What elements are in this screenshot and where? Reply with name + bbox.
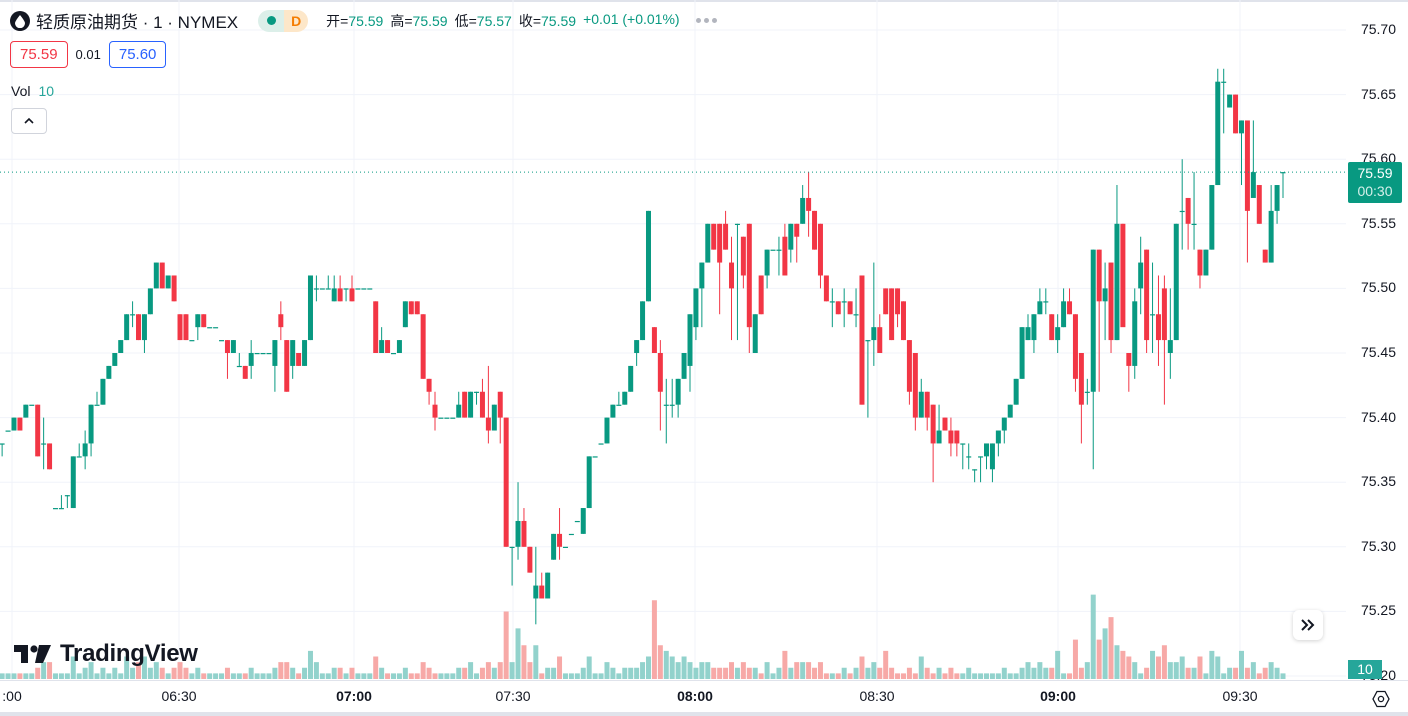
scroll-to-realtime-button[interactable] <box>1293 610 1323 640</box>
price-label: 75.45 <box>1360 344 1396 360</box>
delayed-data-badge: D <box>284 9 309 32</box>
spread-value: 0.01 <box>75 47 101 62</box>
time-label: 07:30 <box>495 688 531 704</box>
last-price-value: 75.59 <box>1357 165 1393 181</box>
volume-label: Vol <box>11 83 31 99</box>
time-label: 06:30 <box>161 688 197 704</box>
price-change: +0.01 (+0.01%) <box>583 10 680 27</box>
market-status-pill[interactable]: D <box>258 9 309 32</box>
chart-settings-button[interactable] <box>1370 688 1392 710</box>
time-label: 07:00 <box>336 688 372 704</box>
volume-value: 10 <box>38 83 55 99</box>
chevron-up-icon <box>24 117 34 124</box>
price-label: 75.40 <box>1360 408 1396 425</box>
ohlc-open: 开=75.59 <box>326 12 384 29</box>
price-label: 75.25 <box>1360 602 1396 619</box>
logo-text: TradingView <box>60 640 198 667</box>
more-options-icon[interactable] <box>695 18 717 23</box>
settings-hexagon-icon <box>1372 690 1390 708</box>
time-label: 08:30 <box>859 688 895 704</box>
collapse-legend-button[interactable] <box>11 108 47 134</box>
buy-button[interactable]: 75.60 <box>108 41 167 68</box>
price-label: 75.50 <box>1360 279 1396 296</box>
time-label: :00 <box>2 688 22 704</box>
price-label: 75.30 <box>1360 537 1396 554</box>
time-label: 09:30 <box>1222 688 1258 704</box>
top-border <box>0 0 1408 2</box>
grid-lines <box>0 0 1408 681</box>
oil-drop-icon <box>10 10 30 31</box>
ohlc-low: 低=75.57 <box>454 12 512 29</box>
ohlc-values: 开=75.59 高=75.59 低=75.57 收=75.59 +0.01 (+… <box>326 11 679 31</box>
bar-countdown: 00:30 <box>1357 183 1393 199</box>
volume-bars <box>0 594 1286 679</box>
ohlc-high: 高=75.59 <box>390 12 448 29</box>
price-label: 75.70 <box>1360 21 1396 37</box>
symbol-title[interactable]: 轻质原油期货 · 1 · NYMEX <box>36 13 239 32</box>
price-label: 75.35 <box>1360 473 1396 490</box>
double-chevron-right-icon <box>1301 619 1315 631</box>
buy-sell-quotes: 75.59 0.01 75.60 <box>10 41 167 68</box>
last-price-badge: 75.59 00:30 <box>1348 162 1402 203</box>
green-dot-icon <box>266 16 276 25</box>
market-open-indicator <box>258 9 285 32</box>
sell-button[interactable]: 75.59 <box>10 41 68 68</box>
price-label: 75.55 <box>1360 214 1396 231</box>
tradingview-logo-icon <box>14 645 51 663</box>
bottom-border <box>0 712 1408 716</box>
chart-legend: 轻质原油期货 · 1 · NYMEX D 开=75.59 高=75.59 低=7… <box>10 8 717 33</box>
candlesticks <box>0 68 1286 625</box>
ohlc-close: 收=75.59 <box>518 12 577 29</box>
volume-badge: 10 <box>1348 660 1382 679</box>
price-label: 75.65 <box>1360 85 1396 102</box>
time-label: 08:00 <box>677 688 713 704</box>
tradingview-logo[interactable]: TradingView <box>14 640 198 668</box>
time-label: 09:00 <box>1040 688 1076 704</box>
volume-legend: Vol 10 <box>11 83 54 99</box>
